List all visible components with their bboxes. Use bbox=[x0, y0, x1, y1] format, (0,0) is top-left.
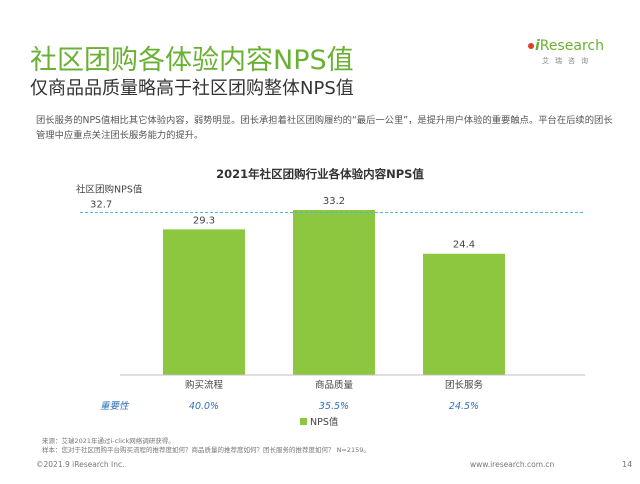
bar-3 bbox=[423, 253, 505, 375]
legend-label: NPS值 bbox=[310, 416, 339, 428]
source-line: 来源：艾瑞2021年通过i-click网络调研获得。 bbox=[42, 437, 175, 445]
importance-value-1: 40.0% bbox=[189, 401, 219, 412]
page-subtitle: 仅商品品质量略高于社区团购整体NPS值 bbox=[30, 78, 354, 99]
bar-value-label-3: 24.4 bbox=[453, 240, 475, 251]
sample-line: 样本：您对于社区团购平台购买流程的推荐度如何？商品质量的推荐度如何？团长服务的推… bbox=[42, 446, 370, 454]
legend-swatch bbox=[300, 418, 307, 425]
iresearch-logo: iResearch 艾瑞咨询 bbox=[528, 38, 604, 72]
bar-1 bbox=[163, 229, 245, 375]
logo-subtext: 艾瑞咨询 bbox=[542, 57, 594, 65]
chart-title: 2021年社区团购行业各体验内容NPS值 bbox=[216, 167, 424, 181]
page-number: 14 bbox=[622, 460, 633, 469]
reference-line-value: 32.7 bbox=[90, 199, 112, 210]
category-label-3: 团长服务 bbox=[445, 379, 484, 391]
logo-brand: iResearch bbox=[535, 38, 604, 54]
bar-value-label-1: 29.3 bbox=[193, 215, 215, 226]
category-label-2: 商品质量 bbox=[315, 379, 354, 391]
website-url: www.iresearch.com.cn bbox=[470, 460, 555, 469]
bar-value-label-2: 33.2 bbox=[323, 196, 345, 207]
reference-line-label: 社区团购NPS值 bbox=[76, 183, 143, 195]
copyright: ©2021.9 iResearch Inc. bbox=[36, 460, 125, 469]
logo-dot-icon bbox=[528, 43, 534, 49]
category-label-1: 购买流程 bbox=[185, 379, 224, 391]
source-note: 来源：艾瑞2021年通过i-click网络调研获得。 样本：您对于社区团购平台购… bbox=[42, 437, 370, 455]
bar-2 bbox=[293, 209, 375, 375]
logo-brand-rest: Research bbox=[539, 38, 604, 54]
description-text: 团长服务的NPS值相比其它体验内容，弱势明显。团长承担着社区团购履约的“最后一公… bbox=[36, 115, 613, 141]
importance-value-2: 35.5% bbox=[319, 401, 349, 412]
logo-brand-i: i bbox=[534, 38, 540, 54]
page-title: 社区团购各体验内容NPS值 bbox=[30, 45, 354, 76]
importance-label: 重要性 bbox=[100, 401, 130, 412]
importance-value-3: 24.5% bbox=[449, 401, 479, 412]
